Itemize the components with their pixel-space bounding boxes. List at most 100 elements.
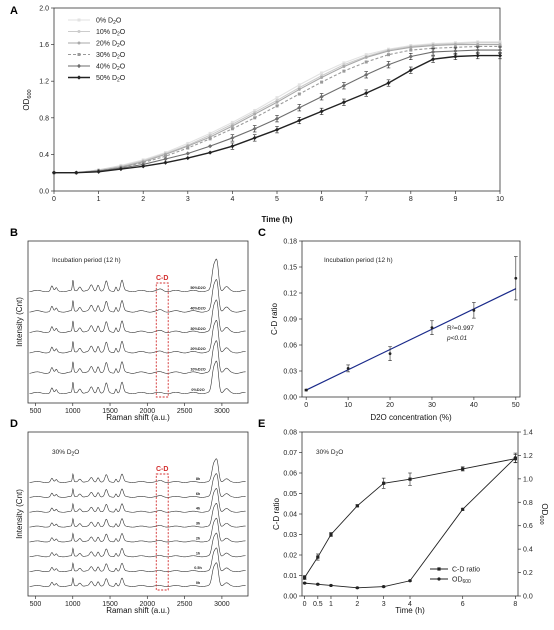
legend-marker [437,577,441,581]
x-tick-label: 2 [355,601,359,608]
y-tick-label: 0.04 [283,512,297,519]
panel-letter-b: B [10,227,18,239]
data-point [472,308,476,312]
data-point [316,582,320,586]
data-point [141,164,146,169]
data-point [476,44,480,48]
data-point [408,579,412,583]
cd-ratio-vs-concentration: Incubation period (12 h) D2O concentrati… [270,239,521,422]
data-point [304,388,308,392]
spectrum-line-5 [29,360,246,395]
data-point [118,166,123,172]
data-point [163,156,168,162]
legend-marker [76,75,82,80]
data-point [364,60,368,64]
spectrum-line-3 [29,503,246,528]
panel-note: 30% D2O [316,449,343,458]
legend-label-5: 50% D2O [96,75,126,84]
spectrum-label-5: 0%D2O [191,388,204,392]
data-point [230,135,235,141]
legend-marker [437,567,441,571]
x-tick-label: 0 [52,196,56,203]
x-tick-label: 3000 [214,408,230,415]
data-point [316,555,320,559]
data-point [408,477,412,481]
spectrum-label-7: 0h [196,581,201,585]
panel-note: Incubation period (12 h) [324,257,393,264]
data-point [342,61,346,65]
spectrum-line-6 [29,547,246,572]
y-tick-label: 0.00 [283,594,297,601]
x-tick-label: 1500 [102,408,118,415]
data-point [163,160,168,165]
y-axis-label: Intensity (Cnt) [15,489,24,539]
x-tick-label: 3 [382,601,386,608]
x-tick-label: 1 [329,601,333,608]
x-tick-label: 6 [461,601,465,608]
spectrum-label-1: 6h [196,492,201,496]
plot-frame [301,431,519,597]
spectrum-line-2 [29,299,246,333]
data-point [382,585,386,589]
y-tick-label: 0.18 [283,239,297,246]
spectrum-label-2: 4h [196,507,201,511]
series-line-0 [304,458,516,578]
legend-marker [77,18,81,22]
y-tick-label: 1.2 [523,453,533,460]
data-point [329,583,333,588]
y-tick-label: 0.07 [283,450,297,457]
data-point [431,46,435,50]
data-point [164,154,167,158]
y-tick-label: 0.8 [39,115,49,122]
x-tick-label: 20 [386,402,394,409]
series-line-1 [304,457,516,589]
data-point [355,504,359,508]
x-tick-label: 8 [513,601,517,608]
data-point [431,44,435,48]
x-tick-label: 0.5 [313,601,323,608]
legend-label-1: OD600 [452,577,471,586]
y-tick-label: 0.15 [283,265,297,272]
data-point [185,155,190,161]
y-axis-label: C-D ratio [270,302,279,335]
data-point [364,55,368,59]
y-tick-label: 0.06 [283,343,297,350]
data-point [386,62,391,67]
data-point [208,144,213,149]
data-point [252,126,257,131]
data-point [386,80,391,86]
spectrum-label-2: 30%D2O [190,327,205,331]
y-tick-label: 1.4 [523,430,533,437]
data-point [514,276,518,280]
y-tick-label: 0.06 [283,471,297,478]
legend-label-4: 40% D2O [96,64,126,73]
x-tick-label: 7 [364,196,368,203]
y-tick-label: 0.01 [283,573,297,580]
data-point [355,586,359,590]
data-point [382,481,386,485]
data-point [230,127,234,131]
spectrum-label-0: 8h [196,477,201,481]
x-tick-label: 10 [496,196,504,203]
y-tick-label: 0.00 [283,395,297,402]
cd-band-label: C-D [156,466,168,473]
spectrum-line-3 [29,319,246,354]
y-tick-label: 0.4 [523,547,533,554]
x-tick-label: 3 [186,196,190,203]
data-point [253,116,257,120]
x-tick-label: 2 [141,196,145,203]
y-tick-label: 0.4 [39,152,49,159]
data-point [275,100,279,104]
data-point [497,53,503,58]
x-tick-label: 9 [453,196,457,203]
data-point [253,108,257,112]
data-point [408,68,413,73]
spectrum-label-3: 3h [196,522,201,526]
y-axis-label-left: C-D ratio [272,497,281,530]
data-point [431,57,436,62]
y-axis-label-right: OD600 [538,503,549,524]
data-point [297,83,301,87]
data-point [461,467,465,471]
data-point [346,367,350,370]
legend-marker [77,53,81,56]
